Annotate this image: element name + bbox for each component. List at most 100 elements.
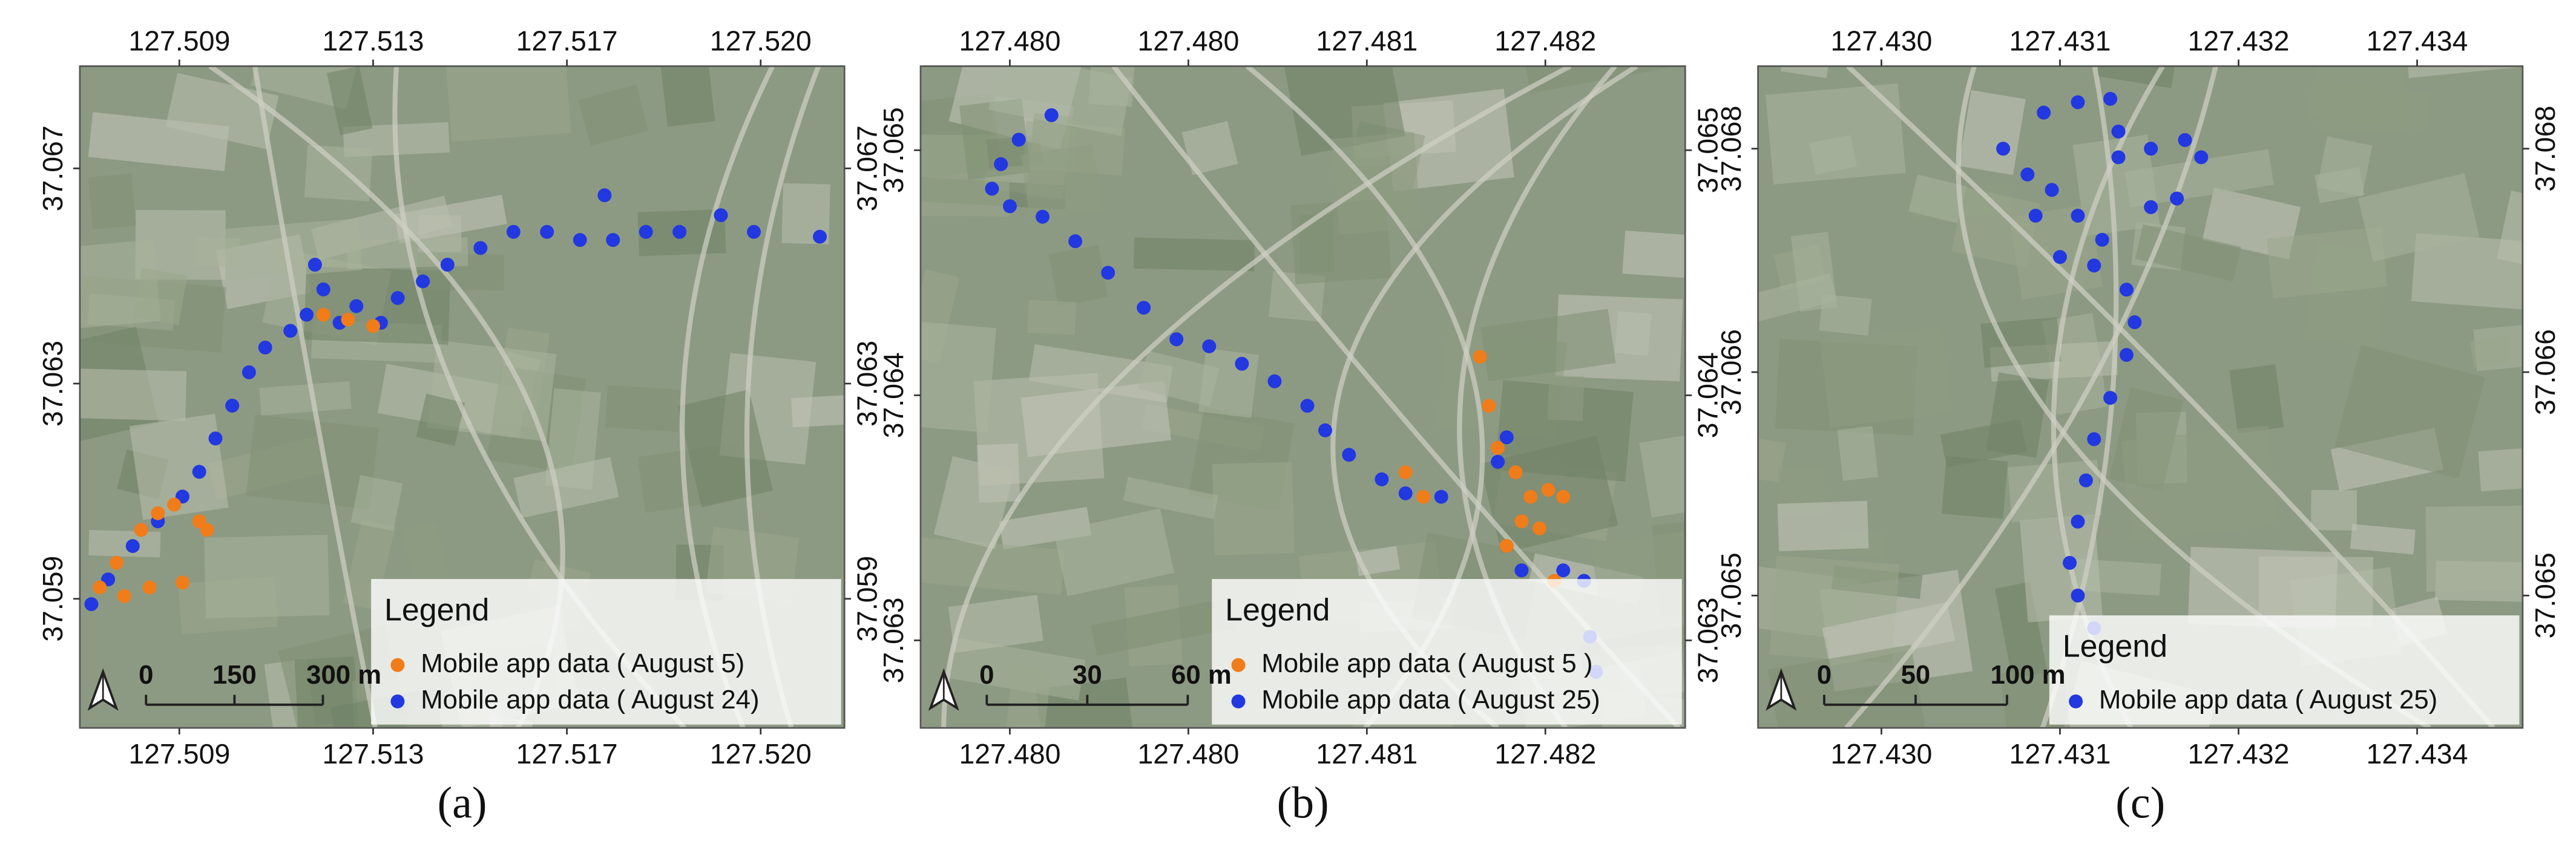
gps-point — [1491, 454, 1505, 469]
gps-point — [813, 229, 827, 244]
terrain-patch — [79, 368, 187, 421]
points — [985, 108, 1603, 679]
gps-point — [349, 299, 364, 313]
gps-point — [1044, 108, 1059, 122]
terrain-patch — [920, 269, 960, 364]
gps-point — [1416, 489, 1431, 504]
gps-point — [2119, 348, 2134, 362]
y-tick-label-left: 37.068 — [1715, 106, 1747, 192]
terrain-patch — [1837, 426, 1879, 481]
gps-point — [1514, 563, 1529, 578]
gps-point — [242, 365, 256, 379]
gps-point — [747, 224, 761, 239]
gps-point — [1532, 521, 1546, 535]
terrain-patch — [1053, 508, 1174, 597]
terrain-patch — [2478, 442, 2523, 492]
panel-label: (b) — [1277, 777, 1329, 827]
gps-point — [2178, 133, 2192, 148]
terrain-patch — [129, 413, 229, 520]
gps-point — [1556, 489, 1571, 504]
x-tick-label-bottom: 127.481 — [1316, 738, 1418, 770]
terrain-patch — [1777, 500, 1869, 552]
gps-point — [2028, 209, 2043, 223]
gps-point — [597, 188, 612, 203]
x-tick-label-top: 127.520 — [710, 25, 812, 56]
legend-marker — [2069, 694, 2083, 708]
gps-point — [506, 224, 521, 239]
terrain-patch — [222, 723, 339, 728]
gps-point — [1473, 350, 1487, 364]
terrain-patch — [933, 456, 1014, 549]
y-tick-label-left: 37.063 — [37, 341, 68, 427]
terrain-patch — [1958, 90, 2026, 175]
terrain-patch — [343, 519, 396, 610]
gps-point — [2194, 150, 2209, 165]
x-tick-label-top: 127.517 — [516, 25, 618, 56]
legend-marker — [1231, 694, 1246, 708]
gps-point — [672, 224, 687, 239]
terrain-patch — [246, 414, 379, 509]
terrain-patch — [88, 173, 136, 230]
terrain-patch — [2124, 149, 2274, 208]
gps-point — [2111, 124, 2126, 139]
y-tick-label-right: 37.066 — [2529, 329, 2561, 415]
terrain-patch — [959, 98, 1031, 180]
terrain-patch — [1766, 83, 1906, 185]
terrain-patch — [2229, 364, 2284, 434]
map-frame — [919, 65, 1686, 729]
terrain-patch — [1780, 66, 1836, 79]
gps-point — [1101, 266, 1116, 280]
gps-point — [134, 523, 148, 537]
gps-point — [416, 274, 430, 289]
terrain-patch — [1622, 231, 1686, 278]
terrain-patch — [1819, 293, 1872, 336]
scale-label: 0 — [139, 660, 153, 690]
legend-item: Mobile app data ( August 5 ) — [1261, 649, 1592, 678]
legend-box — [1212, 579, 1682, 725]
terrain-patch — [1138, 350, 1220, 407]
terrain-patch — [133, 267, 188, 325]
gps-point — [300, 307, 314, 322]
gps-point — [208, 431, 223, 446]
panel-label: (c) — [2115, 777, 2165, 827]
gps-point — [109, 555, 123, 570]
terrain-patch — [578, 84, 649, 146]
road — [941, 66, 1572, 728]
legend-item: Mobile app data ( August 25) — [2099, 685, 2437, 715]
terrain-patch — [1123, 477, 1218, 519]
gps-point — [307, 258, 322, 272]
terrain-patch — [2007, 460, 2102, 523]
map-frame — [1757, 65, 2524, 729]
terrain-patch — [1091, 598, 1234, 656]
gps-point — [1068, 234, 1083, 249]
terrain-patch — [1941, 456, 2008, 519]
gps-point — [316, 307, 330, 322]
gps-point — [1398, 486, 1413, 500]
x-tick-label-bottom: 127.434 — [2367, 738, 2468, 770]
gps-point — [390, 291, 405, 306]
terrain-patch — [1027, 299, 1077, 335]
terrain-patch — [1020, 144, 1103, 221]
gps-point — [2128, 315, 2142, 330]
gps-point — [2103, 91, 2118, 106]
terrain-patch — [1614, 311, 1652, 356]
terrain-patch — [1819, 326, 1953, 428]
terrain-patch — [416, 393, 465, 446]
gps-point — [93, 580, 107, 595]
gps-point — [639, 224, 653, 239]
gps-point — [2087, 432, 2101, 446]
x-tick-label-top: 127.432 — [2187, 25, 2289, 56]
x-tick-label-bottom: 127.517 — [516, 738, 618, 770]
terrain-patch — [259, 381, 352, 416]
legend-item: Mobile app data ( August 5) — [421, 649, 744, 678]
gps-point — [341, 312, 355, 327]
gps-point — [1202, 339, 1217, 353]
gps-point — [573, 233, 587, 247]
gps-point — [2119, 283, 2134, 297]
legend-item: Mobile app data ( August 25) — [1261, 685, 1600, 715]
gps-point — [1491, 440, 1505, 455]
legend-box — [371, 579, 841, 725]
terrain-patch — [1212, 462, 1295, 555]
